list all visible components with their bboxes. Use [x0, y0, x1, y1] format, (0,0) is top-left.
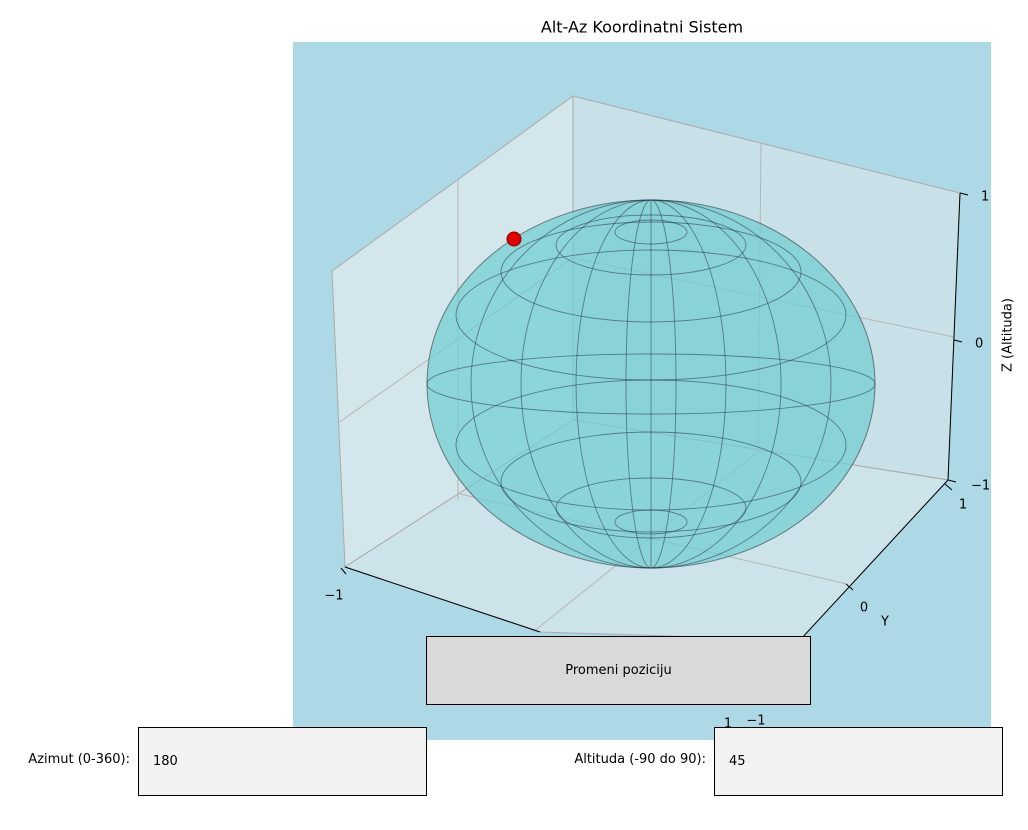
sphere [426, 199, 876, 569]
axis-lines [340, 192, 969, 641]
z-axis-label: Z (Altituda) [1001, 298, 1016, 372]
z-tick-label: 0 [975, 337, 983, 352]
azimuth-label: Azimut (0-360): [28, 752, 130, 767]
update-button[interactable]: Promeni poziciju [426, 636, 811, 705]
y-tick-label: 0 [860, 601, 868, 616]
z-tick-label: −1 [971, 479, 990, 494]
x-tick-label: 1 [724, 717, 732, 732]
altitude-input[interactable]: 45 [714, 727, 1003, 796]
azimuth-input[interactable]: 180 [138, 727, 427, 796]
z-tick-label: 1 [981, 190, 989, 205]
y-tick-label: 1 [959, 498, 967, 513]
chart-title: Alt-Az Koordinatni Sistem [541, 18, 743, 37]
position-marker [506, 231, 522, 247]
altitude-label: Altituda (-90 do 90): [574, 752, 706, 767]
y-tick-label: −1 [746, 714, 765, 729]
y-axis-label: Y [880, 615, 889, 630]
x-tick-label: −1 [324, 589, 343, 604]
